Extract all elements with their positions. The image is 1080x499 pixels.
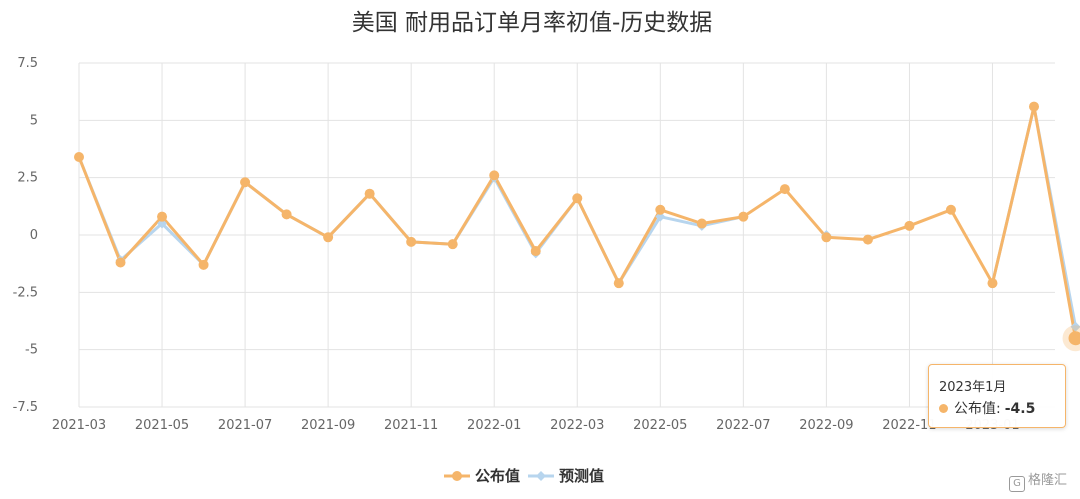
y-tick-label: 5 (30, 113, 38, 128)
data-point-forecast (655, 211, 666, 222)
data-point-actual (696, 218, 707, 229)
data-point-actual (862, 234, 873, 245)
legend-circle-icon (452, 471, 462, 481)
legend-diamond-icon (536, 471, 546, 481)
x-tick-label: 2022-07 (716, 418, 770, 433)
data-point-actual (530, 246, 541, 257)
watermark-logo-icon: G (1008, 476, 1025, 492)
x-tick-label: 2021-03 (52, 418, 106, 433)
data-point-actual (157, 211, 168, 222)
data-point-actual (115, 257, 126, 268)
x-tick-label: 2022-03 (550, 418, 604, 433)
data-point-actual (364, 188, 375, 199)
data-point-actual (447, 239, 458, 250)
x-tick-label: 2022-05 (633, 418, 687, 433)
watermark-text: 格隆汇 (1027, 473, 1067, 488)
tooltip-date: 2023年1月 (939, 380, 1007, 395)
legend-item-label: 预测值 (559, 467, 604, 485)
data-point-actual (406, 236, 417, 247)
x-tick-label: 2021-07 (218, 418, 272, 433)
chart-title: 美国 耐用品订单月率初值-历史数据 (352, 10, 713, 36)
tooltip-row: 公布值: -4.5 (939, 398, 1035, 418)
y-tick-label: 7.5 (17, 56, 38, 71)
data-point-actual (1068, 331, 1080, 346)
y-axis: 7.5 5 2.5 0 -2.5 -5 -7.5 (13, 56, 38, 415)
y-tick-label: -2.5 (13, 285, 38, 300)
data-point-forecast (157, 218, 168, 229)
y-tick-label: -5 (25, 343, 38, 358)
data-point-actual (987, 278, 998, 289)
tooltip-label: 公布值: (954, 401, 1001, 417)
grid (78, 62, 1055, 408)
y-tick-label: 2.5 (17, 171, 38, 186)
x-tick-label: 2022-09 (799, 418, 853, 433)
data-point-actual (240, 177, 251, 188)
x-tick-label: 2022-11 (882, 418, 936, 433)
x-tick-label: 2021-09 (301, 418, 355, 433)
y-tick-label: -7.5 (13, 400, 38, 415)
data-point-actual (489, 170, 500, 181)
data-point-actual (655, 204, 666, 215)
legend-item-label: 公布值 (475, 467, 520, 485)
tooltip: 2023年1月 公布值: -4.5 (928, 364, 1066, 428)
watermark: G 格隆汇 (1005, 468, 1070, 493)
data-point-actual (572, 193, 583, 204)
series-points (74, 101, 1080, 352)
data-point-actual (779, 184, 790, 195)
data-point-actual (945, 204, 956, 215)
data-point-actual (281, 209, 292, 220)
data-point-actual (904, 220, 915, 231)
tooltip-value: -4.5 (1004, 401, 1036, 417)
data-point-actual (738, 211, 749, 222)
data-point-actual (821, 232, 832, 243)
data-point-actual (198, 259, 209, 270)
data-point-actual (1029, 101, 1039, 112)
x-axis: 2021-03 2021-05 2021-07 2021-09 2021-11 2022-… (52, 418, 1020, 433)
data-point-actual (323, 232, 334, 243)
y-tick-label: 0 (30, 228, 38, 243)
data-point-actual (613, 278, 624, 289)
x-tick-label: 2021-11 (384, 418, 438, 433)
tooltip-dot-icon (939, 404, 948, 413)
legend[interactable]: 公布值 预测值 (444, 467, 604, 485)
x-tick-label: 2021-05 (135, 418, 189, 433)
x-tick-label: 2022-01 (467, 418, 521, 433)
data-point-actual (74, 152, 84, 163)
data-point-forecast (1070, 321, 1080, 332)
